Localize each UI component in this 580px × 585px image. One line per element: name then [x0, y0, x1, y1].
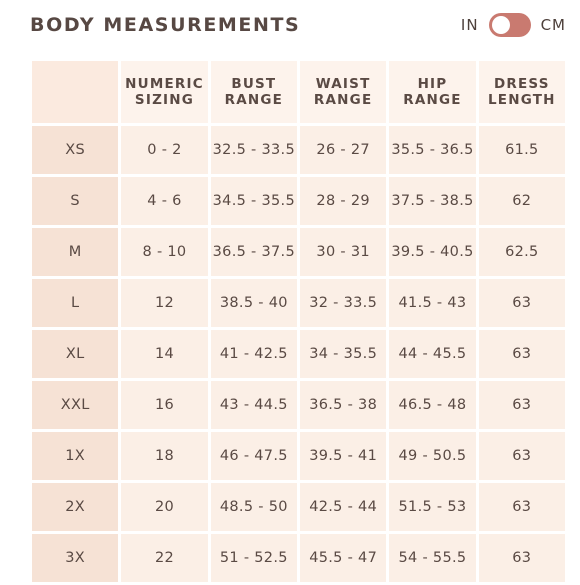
unit-cm-label[interactable]: CM [540, 16, 566, 34]
table-row: L 12 38.5 - 40 32 - 33.5 41.5 - 43 63 [32, 279, 565, 327]
cell-hip-range: 51.5 - 53 [389, 483, 476, 531]
table-row: 1X 18 46 - 47.5 39.5 - 41 49 - 50.5 63 [32, 432, 565, 480]
cell-waist-range: 26 - 27 [299, 126, 387, 174]
cell-numeric-sizing: 18 [121, 432, 208, 480]
cell-waist-range: 32 - 33.5 [299, 279, 387, 327]
unit-toggle: IN CM [461, 13, 566, 37]
cell-waist-range: 42.5 - 44 [299, 483, 387, 531]
table-row: XL 14 41 - 42.5 34 - 35.5 44 - 45.5 63 [32, 330, 565, 378]
table-row: XXL 16 43 - 44.5 36.5 - 38 46.5 - 48 63 [32, 381, 565, 429]
cell-dress-length: 63 [478, 279, 565, 327]
cell-hip-range: 54 - 55.5 [389, 534, 476, 582]
cell-waist-range: 28 - 29 [299, 177, 387, 225]
cell-numeric-sizing: 12 [121, 279, 208, 327]
cell-dress-length: 62 [478, 177, 565, 225]
cell-hip-range: 49 - 50.5 [389, 432, 476, 480]
cell-size: M [32, 228, 119, 276]
cell-waist-range: 39.5 - 41 [299, 432, 387, 480]
measurements-table-container: NUMERIC SIZING BUST RANGE WAIST RANGE HIP RA… [29, 58, 568, 585]
cell-waist-range: 30 - 31 [299, 228, 387, 276]
cell-bust-range: 43 - 44.5 [210, 381, 297, 429]
table-row: XS 0 - 2 32.5 - 33.5 26 - 27 35.5 - 36.5 61.5 [32, 126, 565, 174]
cell-dress-length: 63 [478, 483, 565, 531]
cell-numeric-sizing: 16 [121, 381, 208, 429]
cell-hip-range: 46.5 - 48 [389, 381, 476, 429]
cell-waist-range: 36.5 - 38 [299, 381, 387, 429]
header-hip-range: HIP RANGE [389, 61, 476, 123]
cell-numeric-sizing: 22 [121, 534, 208, 582]
cell-dress-length: 63 [478, 330, 565, 378]
cell-size: 3X [32, 534, 119, 582]
cell-size: XXL [32, 381, 119, 429]
cell-numeric-sizing: 20 [121, 483, 208, 531]
switch-knob [491, 16, 510, 34]
cell-hip-range: 37.5 - 38.5 [389, 177, 476, 225]
table-header-row: NUMERIC SIZING BUST RANGE WAIST RANGE HIP RA… [32, 61, 565, 123]
cell-dress-length: 63 [478, 534, 565, 582]
table-body: XS 0 - 2 32.5 - 33.5 26 - 27 35.5 - 36.5 61.5… [32, 126, 565, 582]
measurements-table: NUMERIC SIZING BUST RANGE WAIST RANGE HIP RA… [29, 58, 568, 585]
header-numeric-sizing: NUMERIC SIZING [121, 61, 208, 123]
table-row: 2X 20 48.5 - 50 42.5 - 44 51.5 - 53 63 [32, 483, 565, 531]
cell-size: 1X [32, 432, 119, 480]
cell-numeric-sizing: 0 - 2 [121, 126, 208, 174]
cell-numeric-sizing: 14 [121, 330, 208, 378]
cell-bust-range: 38.5 - 40 [210, 279, 297, 327]
cell-bust-range: 34.5 - 35.5 [210, 177, 297, 225]
header-corner [32, 61, 119, 123]
cell-numeric-sizing: 4 - 6 [121, 177, 208, 225]
cell-size: XL [32, 330, 119, 378]
cell-size: 2X [32, 483, 119, 531]
cell-bust-range: 46 - 47.5 [210, 432, 297, 480]
cell-dress-length: 63 [478, 432, 565, 480]
page-header: BODY MEASUREMENTS IN CM [0, 0, 580, 56]
cell-numeric-sizing: 8 - 10 [121, 228, 208, 276]
cell-size: S [32, 177, 119, 225]
cell-waist-range: 45.5 - 47 [299, 534, 387, 582]
cell-dress-length: 61.5 [478, 126, 565, 174]
cell-bust-range: 51 - 52.5 [210, 534, 297, 582]
cell-bust-range: 36.5 - 37.5 [210, 228, 297, 276]
header-waist-range: WAIST RANGE [299, 61, 387, 123]
page-title: BODY MEASUREMENTS [30, 14, 301, 36]
cell-size: XS [32, 126, 119, 174]
cell-size: L [32, 279, 119, 327]
cell-dress-length: 62.5 [478, 228, 565, 276]
cell-bust-range: 32.5 - 33.5 [210, 126, 297, 174]
cell-hip-range: 39.5 - 40.5 [389, 228, 476, 276]
table-row: 3X 22 51 - 52.5 45.5 - 47 54 - 55.5 63 [32, 534, 565, 582]
unit-in-label[interactable]: IN [460, 16, 479, 34]
cell-waist-range: 34 - 35.5 [299, 330, 387, 378]
cell-hip-range: 41.5 - 43 [389, 279, 476, 327]
header-dress-length: DRESS LENGTH [478, 61, 565, 123]
header-bust-range: BUST RANGE [210, 61, 297, 123]
cell-dress-length: 63 [478, 381, 565, 429]
cell-hip-range: 35.5 - 36.5 [389, 126, 476, 174]
cell-bust-range: 41 - 42.5 [210, 330, 297, 378]
unit-switch[interactable] [488, 13, 531, 37]
cell-hip-range: 44 - 45.5 [389, 330, 476, 378]
cell-bust-range: 48.5 - 50 [210, 483, 297, 531]
